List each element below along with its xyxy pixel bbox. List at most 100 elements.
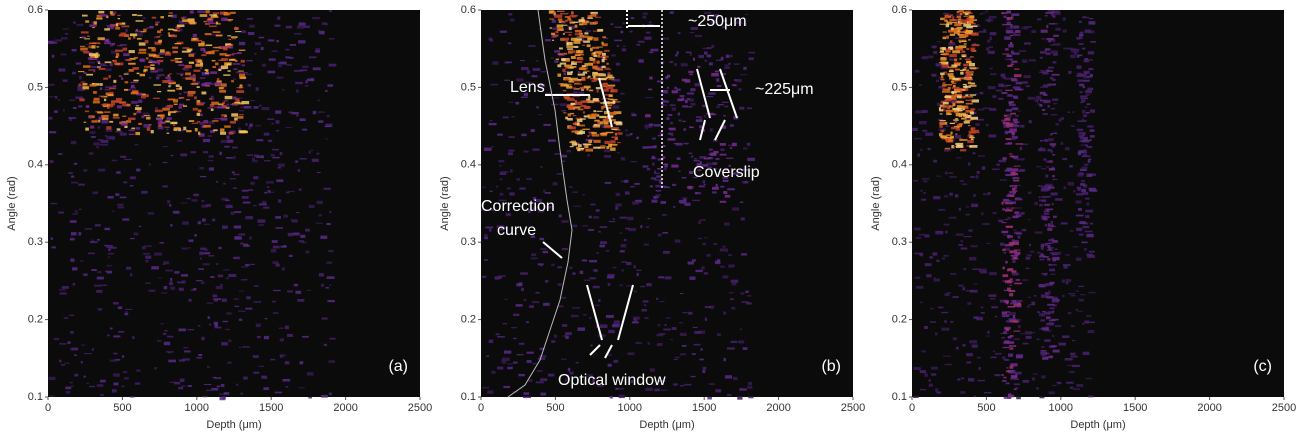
speckle: [945, 148, 950, 149]
speckle: [227, 45, 231, 48]
speckle: [562, 248, 568, 250]
speckle: [209, 255, 215, 256]
speckle: [513, 338, 516, 339]
speckle: [81, 345, 85, 346]
speckle: [1014, 331, 1021, 332]
speckle: [174, 127, 181, 130]
speckle: [520, 60, 525, 61]
speckle: [1082, 226, 1089, 228]
speckle: [168, 111, 176, 113]
speckle: [1079, 299, 1084, 302]
speckle: [683, 121, 686, 122]
speckle: [1075, 309, 1078, 311]
speckle: [649, 77, 652, 80]
speckle: [950, 273, 956, 275]
speckle: [595, 23, 598, 24]
speckle: [272, 301, 276, 303]
speckle: [660, 169, 666, 170]
speckle: [715, 261, 721, 264]
speckle: [543, 124, 551, 126]
speckle: [733, 84, 737, 86]
speckle: [242, 72, 248, 73]
speckle: [76, 24, 83, 26]
speckle: [1062, 335, 1069, 338]
speckle: [1070, 387, 1073, 389]
speckle: [228, 19, 231, 21]
speckle: [270, 359, 275, 361]
speckle: [986, 124, 989, 127]
speckle: [565, 16, 570, 18]
speckle: [952, 22, 957, 23]
speckle: [1041, 186, 1045, 187]
speckle: [147, 127, 150, 130]
speckle: [507, 364, 513, 365]
speckle: [712, 187, 719, 190]
speckle: [1013, 34, 1021, 35]
speckle: [964, 236, 972, 237]
speckle: [591, 14, 597, 17]
speckle: [587, 135, 589, 137]
speckle: [122, 355, 124, 357]
speckle: [626, 285, 632, 286]
speckle: [204, 224, 210, 225]
speckle: [63, 109, 65, 111]
speckle: [1070, 353, 1075, 355]
speckle: [101, 115, 108, 117]
speckle: [565, 332, 572, 335]
speckle: [137, 73, 140, 74]
speckle: [740, 202, 743, 203]
speckle: [182, 68, 185, 69]
speckle: [1080, 294, 1086, 295]
speckle: [262, 107, 270, 110]
speckle: [959, 124, 962, 126]
speckle: [549, 10, 554, 13]
speckle: [83, 65, 91, 68]
speckle: [239, 77, 246, 79]
speckle: [1020, 147, 1022, 150]
speckle: [723, 358, 726, 361]
speckle: [128, 118, 136, 120]
speckle: [998, 220, 1003, 222]
speckle: [568, 368, 570, 371]
speckle: [1052, 74, 1060, 76]
speckle: [313, 111, 316, 114]
speckle: [955, 143, 963, 145]
speckle: [167, 105, 170, 107]
speckle: [89, 152, 94, 154]
y-tick-label: 0.2: [461, 314, 476, 326]
speckle: [225, 106, 229, 107]
speckle: [256, 324, 261, 327]
speckle: [152, 61, 159, 64]
speckle: [666, 317, 671, 318]
speckle: [132, 14, 137, 16]
speckle: [924, 326, 928, 329]
speckle: [240, 243, 243, 245]
speckle: [565, 20, 568, 22]
speckle: [325, 138, 328, 139]
speckle: [189, 76, 195, 78]
speckle: [998, 84, 1003, 87]
speckle: [912, 128, 918, 131]
speckle: [273, 312, 279, 314]
speckle: [696, 116, 702, 118]
speckle: [282, 267, 285, 270]
speckle: [591, 132, 597, 134]
speckle: [508, 42, 511, 44]
y-axis-label: Angle (rad): [870, 176, 882, 230]
speckle: [963, 12, 970, 13]
speckle: [1016, 82, 1023, 85]
speckle: [610, 99, 617, 100]
speckle: [137, 15, 142, 16]
speckle: [212, 120, 218, 121]
speckle: [97, 112, 103, 114]
speckle: [600, 102, 603, 103]
speckle: [551, 264, 554, 266]
speckle: [276, 179, 283, 182]
speckle: [692, 200, 700, 201]
speckle: [163, 333, 167, 335]
y-tick-label: 0.2: [892, 314, 907, 326]
speckle: [253, 372, 259, 374]
speckle: [124, 73, 129, 74]
speckle: [79, 98, 84, 101]
speckle: [602, 36, 606, 38]
